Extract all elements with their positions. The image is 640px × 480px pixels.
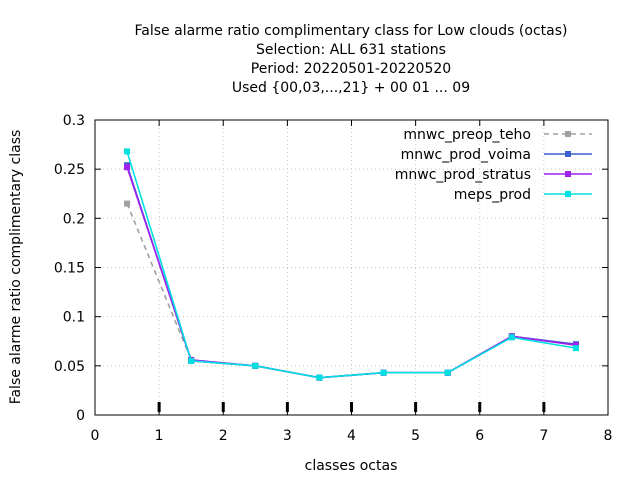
legend: mnwc_preop_teho mnwc_prod_voima mnwc_prod_… [395,127,592,203]
legend-label: meps_prod [454,187,531,203]
x-axis-label: classes octas [305,458,398,474]
series-meps_prod [124,148,579,381]
legend-entry-meps_prod: meps_prod [454,187,592,203]
y-tick-label: 0.2 [63,211,85,227]
x-tick-label: 1 [155,428,164,444]
data-point [316,374,323,381]
legend-entry-mnwc_prod_stratus: mnwc_prod_stratus [395,167,592,183]
data-point [444,369,451,376]
axis-ticks: 0 1 2 3 4 5 6 7 8 0 0.05 0.1 0.15 0.2 0.25 0.3 [54,113,613,444]
data-point [252,362,259,369]
legend-entry-mnwc_prod_voima: mnwc_prod_voima [401,147,592,163]
data-point [124,164,131,171]
y-tick-label: 0.25 [54,162,85,178]
y-tick-label: 0.1 [63,310,85,326]
data-point [572,345,579,352]
series-line-mnwc_preop_teho [126,203,577,379]
title-line-1: False alarme ratio complimentary class f… [135,23,568,39]
legend-label: mnwc_prod_stratus [395,167,531,183]
y-tick-label: 0.05 [54,359,85,375]
legend-entry-mnwc_preop_teho: mnwc_preop_teho [403,127,592,143]
y-axis-label: False alarme ratio complimentary class [8,130,24,405]
data-point [188,357,195,364]
x-tick-label: 7 [539,428,548,444]
chart-title: False alarme ratio complimentary class f… [135,23,568,96]
grid-lines [95,120,608,415]
legend-swatch-marker [565,171,571,177]
x-tick-label: 4 [347,428,356,444]
y-tick-label: 0.15 [54,261,85,277]
title-line-4: Used {00,03,...,21} + 00 01 ... 09 [232,80,470,96]
title-line-3: Period: 20220501-20220520 [251,61,451,77]
x-tick-label: 6 [475,428,484,444]
data-point [124,200,131,207]
series-layer [124,148,579,381]
x-tick-label: 2 [219,428,228,444]
bottom-marks [157,402,546,412]
legend-label: mnwc_prod_voima [401,147,531,163]
x-tick-label: 5 [411,428,420,444]
series-line-meps_prod [126,151,577,379]
y-tick-label: 0.3 [63,113,85,129]
data-point [508,334,515,341]
x-tick-label: 3 [283,428,292,444]
legend-label: mnwc_preop_teho [403,127,531,143]
legend-swatch-marker [565,191,571,197]
series-mnwc_preop_teho [124,200,579,381]
data-point [380,369,387,376]
x-tick-label: 8 [604,428,613,444]
legend-swatch-marker [565,131,571,137]
data-point [124,148,131,155]
x-tick-label: 0 [91,428,100,444]
title-line-2: Selection: ALL 631 stations [256,42,446,58]
y-tick-label: 0 [76,408,85,424]
legend-swatch-marker [565,151,571,157]
